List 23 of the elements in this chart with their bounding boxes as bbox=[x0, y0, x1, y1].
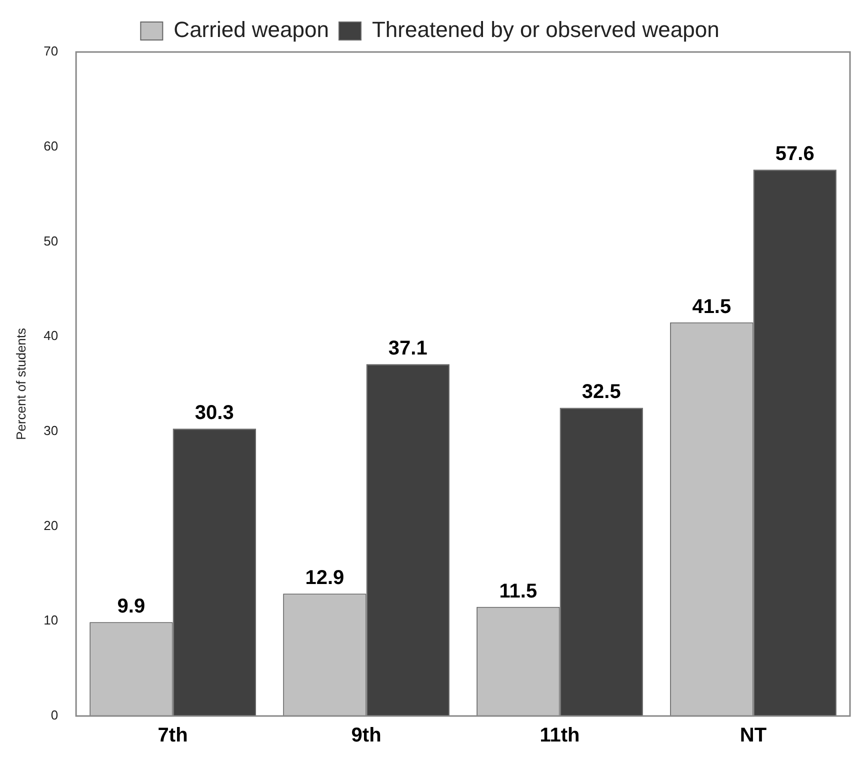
x-tick-label: NT bbox=[740, 724, 767, 747]
legend-label: Threatened by or observed weapon bbox=[372, 17, 720, 42]
y-tick-label: 60 bbox=[44, 138, 58, 154]
x-tick-label: 11th bbox=[540, 724, 580, 747]
y-axis-title: Percent of students bbox=[13, 327, 28, 440]
x-tick-label: 9th bbox=[351, 724, 382, 747]
x-tick-label: 7th bbox=[158, 724, 188, 747]
data-label: 41.5 bbox=[692, 296, 732, 318]
data-label: 12.9 bbox=[305, 567, 344, 590]
data-label: 30.3 bbox=[194, 402, 234, 424]
data-label: 57.6 bbox=[775, 143, 814, 166]
y-tick-label: 30 bbox=[44, 423, 58, 438]
y-tick-label: 50 bbox=[44, 233, 58, 248]
legend-label: Carried weapon bbox=[174, 17, 329, 42]
data-label: 9.9 bbox=[117, 596, 146, 618]
y-tick-label: 0 bbox=[50, 708, 58, 723]
data-label: 37.1 bbox=[388, 338, 428, 360]
y-tick-label: 10 bbox=[44, 612, 58, 628]
data-label: 32.5 bbox=[582, 381, 621, 404]
y-tick-label: 40 bbox=[44, 328, 58, 344]
data-label: 11.5 bbox=[499, 580, 538, 602]
y-tick-label: 70 bbox=[44, 44, 58, 59]
y-tick-label: 20 bbox=[44, 518, 58, 533]
